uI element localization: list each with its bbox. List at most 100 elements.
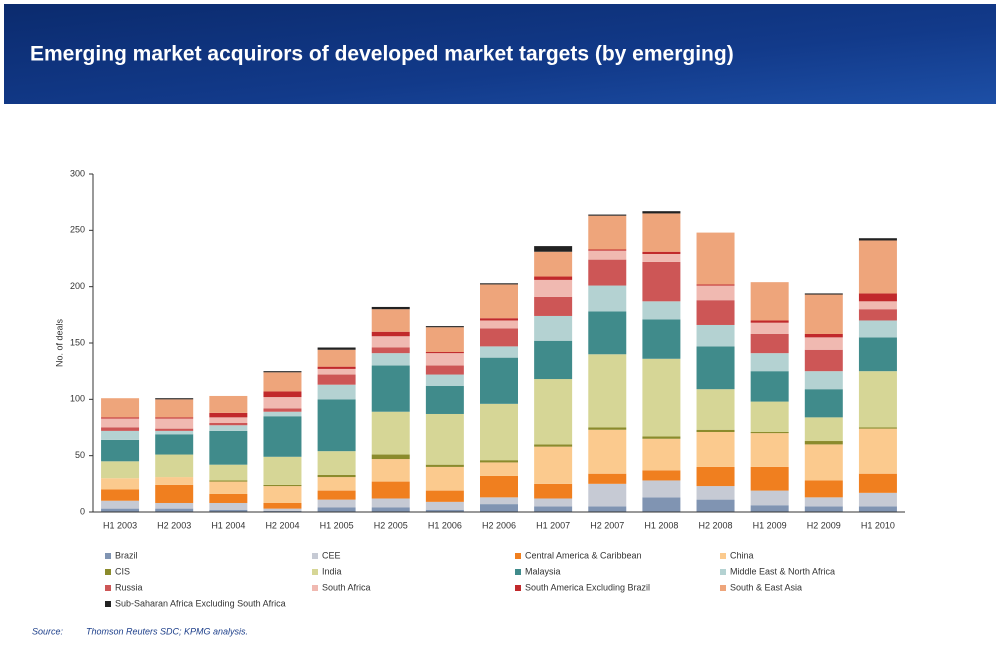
bar-segment (480, 283, 518, 285)
bar-segment (480, 462, 518, 476)
bar-segment (588, 214, 627, 216)
y-tick-label: 200 (70, 281, 85, 291)
x-tick-label: H2 2004 (265, 520, 299, 530)
bar-segment (263, 371, 302, 373)
bar-segment (858, 240, 897, 294)
legend-swatch (312, 569, 318, 575)
bar-segment (588, 483, 627, 507)
bar-segment (371, 306, 410, 310)
source-text: Thomson Reuters SDC; KPMG analysis. (86, 626, 248, 636)
x-tick-label: H2 2005 (374, 520, 408, 530)
bar-segment (696, 232, 735, 285)
bar-segment (534, 246, 573, 252)
x-tick-label: H2 2003 (157, 520, 191, 530)
bar-segment (101, 500, 140, 509)
bar-segment (534, 483, 573, 499)
bar-segment (534, 276, 573, 280)
y-tick-label: 250 (70, 225, 85, 235)
bar-segment (371, 411, 410, 455)
bar-segment (534, 251, 573, 277)
bar-segment (642, 438, 681, 471)
bar-segment (371, 353, 410, 366)
bar-segment (480, 346, 518, 358)
bar-segment (425, 352, 464, 354)
bar-segment (371, 347, 410, 354)
bar-segment (642, 358, 681, 437)
bar-segment (155, 428, 194, 431)
bar-segment (804, 337, 843, 350)
bar-segment (425, 501, 464, 510)
bar-segment (209, 422, 248, 426)
legend-label: South America Excluding Brazil (525, 582, 650, 592)
bar-segment (101, 398, 140, 418)
bar-segment (750, 433, 789, 467)
bar-segment (480, 497, 518, 505)
bar-segment (263, 456, 302, 485)
bar-segment (425, 509, 464, 512)
bar-segment (588, 249, 627, 251)
bar-segment (425, 353, 464, 366)
bar-segment (209, 481, 248, 494)
bar-segment (317, 499, 356, 508)
bar-segment (425, 464, 464, 467)
bar-segment (804, 371, 843, 390)
bar-segment (642, 251, 681, 254)
bar-segment (858, 238, 897, 241)
bar-segment (425, 490, 464, 502)
source-label: Source: (32, 626, 64, 636)
bar-segment (588, 259, 627, 286)
bar-segment (263, 416, 302, 457)
bar-segment (858, 473, 897, 493)
bar-segment (155, 434, 194, 455)
x-tick-label: H1 2006 (428, 520, 462, 530)
bar-segment (696, 486, 735, 500)
bar-segment (804, 349, 843, 372)
bar-segment (804, 506, 843, 512)
bar-segment (750, 320, 789, 323)
bar-segment (263, 484, 302, 487)
y-tick-label: 300 (70, 168, 85, 178)
legend-label: China (730, 550, 754, 560)
x-tick-label: H1 2004 (211, 520, 245, 530)
legend-swatch (720, 553, 726, 559)
bar-segment (534, 444, 573, 447)
bar-segment (101, 418, 140, 428)
bar-segment (155, 454, 194, 478)
legend-label: South Africa (322, 582, 371, 592)
bar-segment (642, 253, 681, 262)
bar-segment (750, 401, 789, 433)
bar-segment (480, 284, 518, 319)
bar-segment (858, 293, 897, 302)
bar-segment (101, 461, 140, 479)
bar-segment (155, 430, 194, 435)
legend-label: CEE (322, 550, 341, 560)
bar-segment (317, 474, 356, 478)
bar-segment (480, 504, 518, 512)
bar-segment (696, 499, 735, 512)
bar-segment (101, 427, 140, 431)
bar-segment (858, 506, 897, 512)
bar-segment (804, 389, 843, 418)
bar-segment (642, 211, 681, 214)
bar-segment (588, 429, 627, 474)
bar-segment (425, 365, 464, 375)
bar-segment (534, 446, 573, 484)
bar-segment (588, 354, 627, 428)
bar-segment (317, 477, 356, 491)
bar-segment (480, 403, 518, 461)
bar-segment (534, 279, 573, 297)
x-tick-label: H2 2006 (482, 520, 516, 530)
bar-segment (371, 454, 410, 460)
bar-segment (209, 480, 248, 482)
bar-segment (371, 459, 410, 482)
bar-segment (858, 428, 897, 474)
bar-segment (804, 293, 843, 295)
bar-segment (480, 357, 518, 404)
legend-label: Brazil (115, 550, 138, 560)
bar-segment (696, 324, 735, 347)
bar-segment (101, 430, 140, 440)
bar-segment (317, 507, 356, 512)
bar-segment (263, 486, 302, 503)
bar-segment (642, 213, 681, 252)
